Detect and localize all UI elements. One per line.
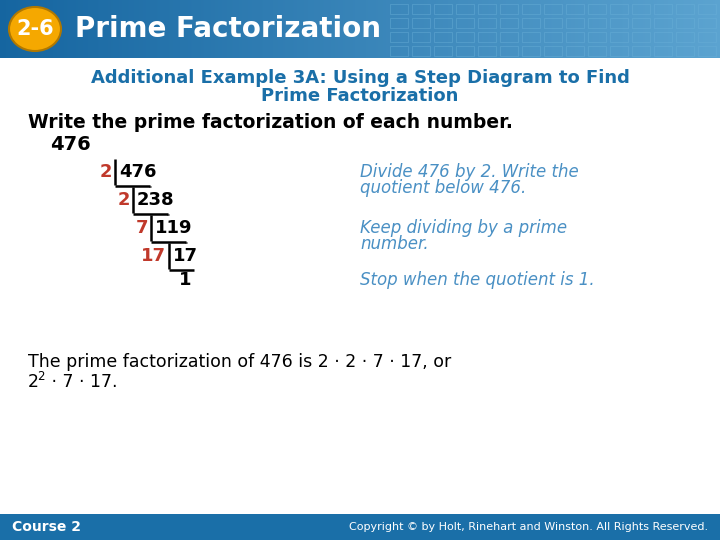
Bar: [588, 4, 606, 14]
Bar: [412, 4, 430, 14]
Bar: [544, 46, 562, 56]
Text: 119: 119: [155, 219, 192, 237]
Bar: [566, 4, 584, 14]
Bar: [610, 18, 628, 28]
Text: number.: number.: [360, 235, 428, 253]
Bar: [544, 18, 562, 28]
Text: 7: 7: [135, 219, 148, 237]
Bar: [434, 18, 452, 28]
Bar: [500, 4, 518, 14]
Text: The prime factorization of 476 is 2 · 2 · 7 · 17, or: The prime factorization of 476 is 2 · 2 …: [28, 353, 451, 371]
Bar: [654, 32, 672, 42]
Bar: [676, 32, 694, 42]
Bar: [390, 46, 408, 56]
Bar: [412, 18, 430, 28]
Bar: [478, 46, 496, 56]
Bar: [654, 18, 672, 28]
Bar: [522, 4, 540, 14]
Bar: [676, 4, 694, 14]
Bar: [632, 18, 650, 28]
Text: Keep dividing by a prime: Keep dividing by a prime: [360, 219, 567, 237]
Bar: [676, 18, 694, 28]
Bar: [434, 32, 452, 42]
Bar: [610, 4, 628, 14]
Bar: [676, 46, 694, 56]
Bar: [412, 32, 430, 42]
Bar: [522, 32, 540, 42]
Text: 17: 17: [141, 247, 166, 265]
Bar: [390, 4, 408, 14]
Bar: [654, 4, 672, 14]
Text: 2-6: 2-6: [16, 19, 54, 39]
Bar: [478, 18, 496, 28]
Bar: [654, 46, 672, 56]
Text: 476: 476: [119, 163, 156, 181]
Text: Additional Example 3A: Using a Step Diagram to Find: Additional Example 3A: Using a Step Diag…: [91, 69, 629, 87]
Bar: [588, 18, 606, 28]
Bar: [500, 18, 518, 28]
Text: Copyright © by Holt, Rinehart and Winston. All Rights Reserved.: Copyright © by Holt, Rinehart and Winsto…: [349, 522, 708, 532]
Bar: [632, 46, 650, 56]
Bar: [566, 32, 584, 42]
Text: 2: 2: [99, 163, 112, 181]
Bar: [610, 46, 628, 56]
Text: 2: 2: [117, 191, 130, 209]
Bar: [632, 32, 650, 42]
Ellipse shape: [9, 7, 61, 51]
Text: quotient below 476.: quotient below 476.: [360, 179, 526, 197]
Text: 2: 2: [28, 373, 39, 391]
Bar: [456, 4, 474, 14]
Text: Divide 476 by 2. Write the: Divide 476 by 2. Write the: [360, 163, 579, 181]
Bar: [412, 46, 430, 56]
Bar: [500, 46, 518, 56]
Bar: [456, 32, 474, 42]
Bar: [610, 32, 628, 42]
Bar: [698, 32, 716, 42]
Text: Course 2: Course 2: [12, 520, 81, 534]
Bar: [390, 32, 408, 42]
Bar: [566, 46, 584, 56]
Bar: [544, 32, 562, 42]
Bar: [478, 32, 496, 42]
Bar: [456, 46, 474, 56]
Text: · 7 · 17.: · 7 · 17.: [46, 373, 117, 391]
Text: 1: 1: [179, 271, 192, 289]
Bar: [544, 4, 562, 14]
Bar: [434, 4, 452, 14]
Bar: [522, 18, 540, 28]
Bar: [500, 32, 518, 42]
Text: Prime Factorization: Prime Factorization: [261, 87, 459, 105]
Bar: [588, 32, 606, 42]
Bar: [478, 4, 496, 14]
Bar: [632, 4, 650, 14]
Bar: [588, 46, 606, 56]
Bar: [522, 46, 540, 56]
Bar: [434, 46, 452, 56]
Text: 476: 476: [50, 136, 91, 154]
Text: 238: 238: [137, 191, 175, 209]
Bar: [566, 18, 584, 28]
Text: Stop when the quotient is 1.: Stop when the quotient is 1.: [360, 271, 595, 289]
Bar: [456, 18, 474, 28]
Bar: [390, 18, 408, 28]
Bar: [698, 46, 716, 56]
Text: 2: 2: [37, 370, 45, 383]
Bar: [698, 18, 716, 28]
Bar: [698, 4, 716, 14]
Bar: [0, 514, 720, 540]
Text: 17: 17: [173, 247, 198, 265]
Text: Prime Factorization: Prime Factorization: [75, 15, 381, 43]
Text: Write the prime factorization of each number.: Write the prime factorization of each nu…: [28, 112, 513, 132]
